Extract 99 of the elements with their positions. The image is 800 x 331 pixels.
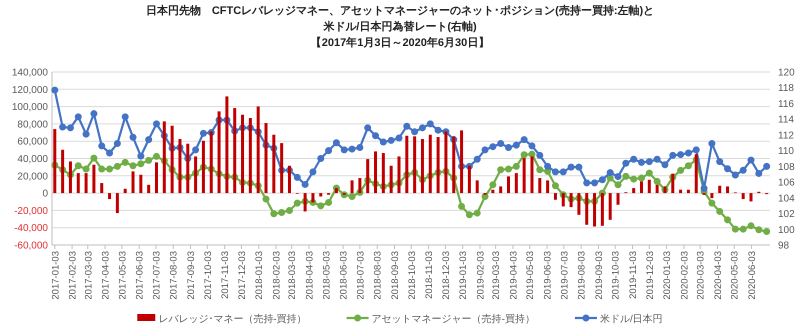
x-tick-label: 2018-01-03: [254, 251, 266, 300]
bar: [124, 188, 127, 194]
x-tick-label: 2019-03-03: [491, 251, 502, 300]
x-tick-label: 2019-06-03: [542, 251, 554, 300]
x-tick-label: 2017-02-03: [68, 251, 79, 300]
bar: [632, 188, 636, 194]
x-tick-label: 2017-08-03: [168, 251, 180, 300]
x-tick-label: 2018-02-03: [272, 251, 283, 300]
y-tick-label: 40,000: [17, 154, 48, 165]
bar: [499, 186, 502, 194]
y-tick-label: -20,000: [14, 206, 48, 217]
y-tick-label: -40,000: [14, 223, 48, 234]
x-tick-label: 2018-03-03: [287, 251, 298, 300]
y2-tick-label: 116: [778, 98, 794, 110]
y-tick-label: 100,000: [12, 102, 48, 114]
y2-tick-label: 100: [778, 224, 796, 236]
x-tick-label: 2017-05-03: [117, 251, 128, 300]
x-tick-label: 2019-07-03: [559, 251, 570, 300]
x-tick-label: 2018-12-03: [440, 251, 452, 300]
bar: [616, 193, 620, 205]
x-tick-label: 2019-02-03: [476, 251, 487, 300]
x-tick-label: 2017-09-03: [186, 251, 198, 300]
bar: [154, 162, 158, 194]
x-tick-label: 2019-10-03: [610, 251, 622, 300]
bar: [147, 184, 150, 194]
x-tick-label: 2018-07-03: [355, 251, 366, 300]
bar: [476, 180, 479, 194]
bar: [686, 190, 690, 194]
bar: [538, 178, 542, 194]
x-tick-label: 2019-08-03: [576, 251, 588, 300]
y2-tick-label: 110: [778, 146, 794, 158]
y-tick-label: 60,000: [17, 136, 48, 148]
chart-title: 日本円先物 CFTCレバレッジマネー、アセットマネージャーのネット･ポジション(売持ー買持:左軸)と: [146, 4, 654, 17]
bar: [132, 171, 135, 194]
bar: [319, 193, 322, 196]
x-tick-label: 2019-04-03: [508, 251, 520, 300]
text: 【2017年1月3日～2020年6月30日】: [310, 36, 490, 49]
x-tick-label: 2018-08-03: [372, 251, 384, 300]
x-tick-label: 2017-12-03: [236, 251, 248, 300]
bar: [514, 173, 518, 194]
x-tick-label: 2020-06-03: [747, 251, 758, 300]
bar: [742, 193, 745, 200]
x-tick-label: 2020-02-03: [679, 251, 690, 300]
x-tick-label: 2019-01-03: [458, 251, 470, 300]
x-tick-label: 2020-05-03: [730, 251, 741, 300]
bar: [554, 193, 557, 200]
x-tick-label: 2018-09-03: [390, 251, 402, 300]
y-tick-label: 80,000: [17, 119, 48, 130]
y2-tick-label: 106: [778, 178, 796, 189]
x-tick-label: 2017-11-03: [220, 251, 232, 299]
bar: [76, 173, 80, 194]
x-tick-label: 2017-01-03: [50, 251, 62, 300]
y-tick-label: -60,000: [14, 240, 48, 252]
y2-tick-label: 118: [778, 83, 794, 94]
y2-tick-label: 112: [778, 130, 794, 142]
x-tick-label: 2020-03-03: [696, 251, 707, 300]
x-tick-label: 2017-10-03: [202, 251, 214, 300]
y-tick-label: 20,000: [17, 171, 48, 182]
y2-tick-label: 104: [778, 193, 796, 204]
x-tick-label: 2017-03-03: [83, 251, 94, 300]
x-tick-label: 2019-12-03: [644, 251, 656, 300]
bar: [100, 183, 104, 194]
x-tick-label: 2020-01-03: [662, 251, 674, 300]
y2-tick-label: 108: [778, 162, 796, 173]
x-tick-label: 2017-07-03: [151, 251, 162, 300]
x-tick-label: 2018-11-03: [424, 251, 436, 299]
x-tick-label: 2018-06-03: [338, 251, 350, 300]
x-tick-label: 2019-05-03: [525, 251, 536, 300]
bar: [139, 174, 142, 194]
x-tick-label: 2017-04-03: [100, 251, 112, 300]
x-tick-label: 2019-11-03: [628, 251, 640, 299]
x-tick-label: 2018-04-03: [304, 251, 316, 300]
bar: [507, 176, 510, 194]
bar: [718, 186, 722, 194]
x-tick-label: 2020-04-03: [712, 251, 724, 300]
y2-tick-label: 120: [778, 68, 796, 78]
x-tick-label: 2019-09-03: [594, 251, 605, 300]
bar: [750, 193, 752, 202]
legend-label: アセットマネージャー（売持-買持）: [372, 313, 535, 325]
y-tick-label: 120,000: [12, 84, 48, 96]
bar: [726, 186, 730, 194]
bar: [116, 193, 119, 214]
legend-label: レバレッジ･マネー（売持-買持）: [158, 313, 307, 325]
bar: [92, 164, 96, 194]
bar: [648, 180, 651, 194]
bar: [546, 180, 550, 194]
bar: [608, 193, 612, 220]
y-tick-label: 0: [42, 188, 48, 200]
y2-tick-label: 98: [778, 240, 790, 252]
x-tick-label: 2017-06-03: [134, 251, 146, 300]
legend-label: 米ドル/日本円: [600, 313, 663, 325]
bar: [679, 190, 682, 194]
y-tick-label: 140,000: [12, 68, 48, 78]
y2-tick-label: 102: [778, 209, 796, 220]
x-tick-label: 2018-05-03: [321, 251, 332, 300]
x-tick-label: 2018-10-03: [406, 251, 418, 300]
bar: [108, 193, 112, 200]
chart-subtitle: 米ドル/日本円為替レート(右軸): [322, 20, 478, 33]
y2-tick-label: 114: [778, 114, 794, 126]
